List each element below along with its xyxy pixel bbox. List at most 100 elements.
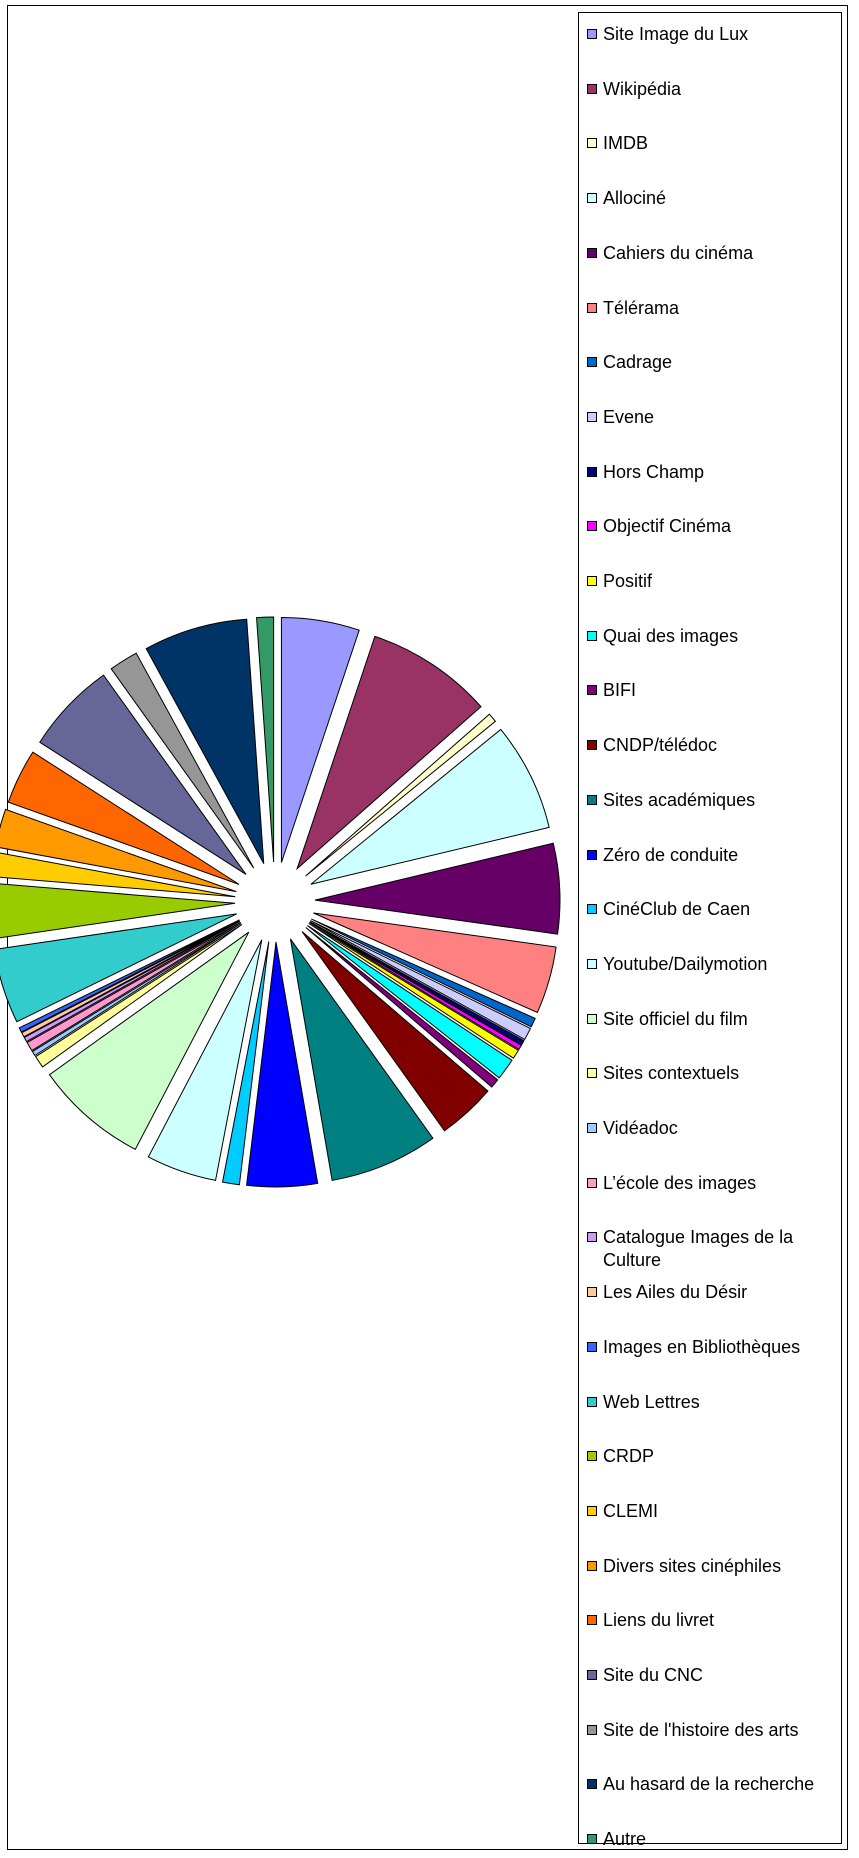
pie-slice-11 xyxy=(308,922,520,1059)
pie-slice-33 xyxy=(145,618,265,864)
legend-swatch xyxy=(587,411,597,422)
legend-swatch xyxy=(587,794,597,805)
legend-label: Sites académiques xyxy=(603,789,756,810)
pie-slice-20 xyxy=(34,924,243,1068)
legend-swatch xyxy=(587,1341,597,1352)
legend-swatch xyxy=(587,1177,597,1188)
legend-label: BIFI xyxy=(603,680,637,701)
pie-slice-17 xyxy=(221,941,270,1186)
pie-slice-7 xyxy=(311,918,536,1028)
legend-swatch xyxy=(587,1505,597,1516)
legend-label: CRDP xyxy=(603,1446,655,1467)
pie-slice-24 xyxy=(21,920,240,1038)
pie-slice-32 xyxy=(110,652,255,869)
legend-label: CinéClub de Caen xyxy=(603,899,751,920)
legend-swatch xyxy=(587,247,597,258)
legend-swatch xyxy=(587,1287,597,1298)
pie-slice-25 xyxy=(18,919,240,1033)
pie-slice-26 xyxy=(0,913,238,1023)
pie-slice-14 xyxy=(301,931,489,1132)
pie-slice-21 xyxy=(31,922,242,1057)
legend-label: CLEMI xyxy=(603,1500,659,1521)
legend-label: Catalogue Images de la Culture xyxy=(603,1227,794,1271)
legend-label: Site du CNC xyxy=(603,1665,704,1685)
pie-slice-6 xyxy=(313,912,557,1014)
chart-legend: Site Image du Lux Wikipédia IMDB Allociné Ca… xyxy=(578,12,842,1849)
pie-slice-9 xyxy=(309,921,525,1046)
legend-label: Zéro de conduite xyxy=(603,844,739,865)
pie-slice-15 xyxy=(289,938,434,1181)
legend-label: Au hasard de la recherche xyxy=(603,1774,815,1795)
legend-label: Web Lettres xyxy=(603,1391,700,1412)
legend-swatch xyxy=(587,357,597,368)
legend-label: Site Image du Lux xyxy=(603,24,749,44)
legend-label: Positif xyxy=(603,571,653,591)
pie-slice-4 xyxy=(310,728,550,885)
legend-swatch xyxy=(587,958,597,969)
legend-swatch xyxy=(587,1560,597,1571)
pie-slice-13 xyxy=(305,927,499,1088)
pie-slice-22 xyxy=(26,921,241,1052)
pie-slice-10 xyxy=(309,921,523,1051)
legend-swatch xyxy=(587,1396,597,1407)
legend-label: Télérama xyxy=(603,297,680,318)
pie-slice-12 xyxy=(307,925,513,1079)
legend-label: Sites contextuels xyxy=(603,1063,740,1084)
pie-slice-1 xyxy=(280,617,360,863)
legend-swatch xyxy=(587,1068,597,1079)
legend-swatch xyxy=(587,521,597,532)
pie-slice-23 xyxy=(23,920,241,1043)
legend-swatch xyxy=(587,1123,597,1133)
legend-swatch xyxy=(587,302,597,313)
legend-swatch xyxy=(587,1779,597,1790)
legend-swatch xyxy=(587,685,597,696)
legend-label: L’école des images xyxy=(603,1172,757,1193)
pie-slice-16 xyxy=(246,941,319,1188)
legend-swatch xyxy=(587,740,597,751)
legend-swatch xyxy=(587,83,597,94)
pie-slice-8 xyxy=(310,920,532,1041)
legend-swatch xyxy=(587,1232,597,1243)
legend-label: Cahiers du cinéma xyxy=(603,242,754,263)
legend-swatch xyxy=(587,1834,597,1845)
legend-swatch xyxy=(587,576,597,586)
legend-swatch xyxy=(587,1013,597,1024)
legend-label: Site de l'histoire des arts xyxy=(603,1719,799,1740)
legend-label: Liens du livret xyxy=(603,1610,715,1631)
legend-swatch xyxy=(587,1724,597,1735)
pie-slice-3 xyxy=(305,713,497,877)
pie-slice-31 xyxy=(39,674,247,875)
legend-swatch xyxy=(587,1615,597,1626)
legend-label: CNDP/télédoc xyxy=(603,735,718,756)
pie-slice-27 xyxy=(0,883,236,939)
legend-label: Objectif Cinéma xyxy=(603,516,732,537)
legend-swatch xyxy=(587,1451,597,1462)
legend-swatch xyxy=(587,466,597,477)
pie-slice-5 xyxy=(314,842,561,935)
pie-slice-2 xyxy=(296,635,482,871)
legend-label: Evene xyxy=(603,406,655,427)
legend-swatch xyxy=(587,849,597,860)
legend-label: Images en Bibliothèques xyxy=(603,1336,801,1357)
legend-label: Divers sites cinéphiles xyxy=(603,1555,782,1576)
legend-label: Cadrage xyxy=(603,352,673,373)
legend-label: Wikipédia xyxy=(603,78,682,99)
legend-label: Site officiel du film xyxy=(603,1008,748,1029)
pie-slice-19 xyxy=(48,931,250,1151)
legend-swatch xyxy=(587,1670,597,1680)
legend-label: Vidéadoc xyxy=(603,1118,678,1138)
legend-label: Autre xyxy=(603,1829,647,1850)
legend-swatch xyxy=(587,904,597,915)
legend-swatch xyxy=(587,193,597,204)
legend-label: Quai des images xyxy=(603,625,739,646)
legend-label: Allociné xyxy=(603,188,667,209)
pie-slice-30 xyxy=(7,751,240,885)
legend-label: Les Ailes du Désir xyxy=(603,1282,748,1303)
pie-slice-29 xyxy=(0,808,237,893)
legend-swatch xyxy=(587,630,597,641)
legend-label: IMDB xyxy=(603,133,648,154)
legend-swatch xyxy=(587,29,597,39)
pie-slice-34 xyxy=(256,616,275,863)
pie-slice-28 xyxy=(0,852,236,898)
